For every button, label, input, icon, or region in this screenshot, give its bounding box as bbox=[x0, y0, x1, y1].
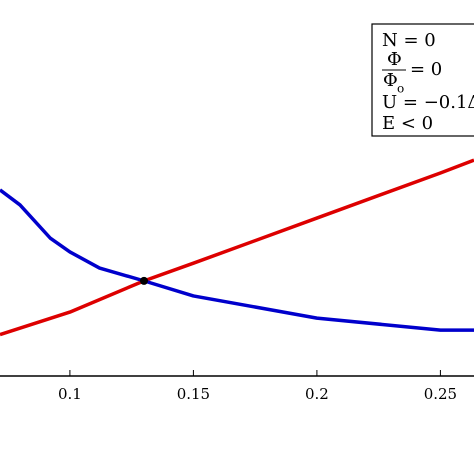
series-line bbox=[0, 188, 474, 332]
annotation: o bbox=[397, 82, 404, 96]
annotation: U = −0.1Δ bbox=[382, 92, 474, 113]
x-tick-label: 0.15 bbox=[177, 385, 210, 403]
plot-area bbox=[0, 158, 474, 337]
annotation: N = 0 bbox=[382, 30, 436, 51]
annotation: Φ bbox=[387, 49, 402, 70]
x-tick-label: 0.2 bbox=[305, 385, 329, 403]
series-line bbox=[0, 158, 474, 337]
intersection-point bbox=[140, 276, 149, 285]
annotation: E < 0 bbox=[382, 113, 433, 134]
x-tick-label: 0.1 bbox=[58, 385, 82, 403]
annotation: Φ bbox=[383, 70, 398, 91]
annotation: = 0 bbox=[410, 59, 442, 80]
x-tick-label: 0.25 bbox=[424, 385, 457, 403]
legend-box bbox=[371, 23, 474, 137]
